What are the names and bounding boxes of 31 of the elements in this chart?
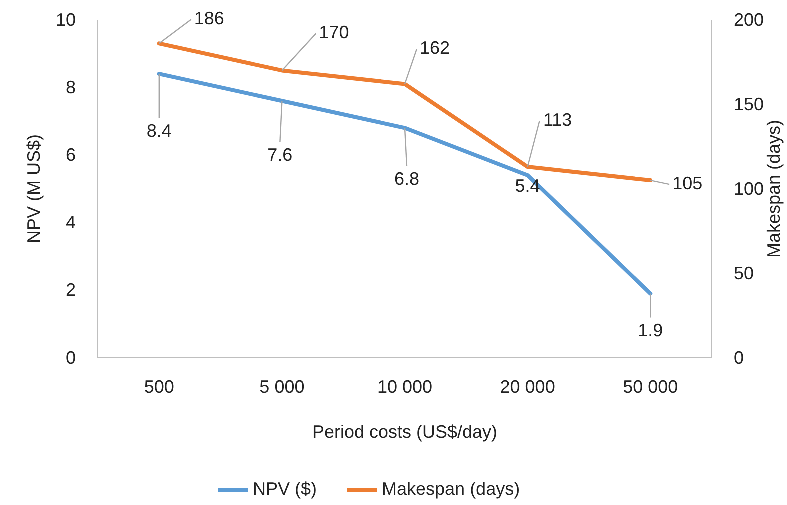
data-label: 1.9 [638,320,664,341]
y2-tick-label: 0 [734,348,744,368]
y-tick-label: 2 [66,280,76,300]
y2-tick-label: 150 [734,94,764,114]
legend-label: Makespan (days) [382,478,520,499]
x-axis-title: Period costs (US$/day) [312,422,498,442]
y2-tick-label: 50 [734,263,754,284]
data-label: 105 [672,173,703,194]
x-tick-label: 500 [144,376,174,397]
legend-label: NPV ($) [253,478,318,499]
y2-tick-label: 200 [734,10,764,30]
data-label: 7.6 [268,144,293,165]
data-label: 6.8 [394,168,420,189]
data-label: 113 [543,110,572,130]
y2-tick-label: 100 [734,178,764,199]
x-tick-label: 20 000 [500,376,556,397]
y-tick-label: 8 [66,77,76,98]
data-label: 162 [420,38,450,58]
data-label: 170 [319,22,350,42]
y-tick-label: 10 [56,10,76,30]
data-label: 8.4 [146,120,172,141]
x-tick-label: 5 000 [260,376,305,397]
data-label: 186 [194,8,224,28]
y2-axis-title: Makespan (days) [764,120,784,258]
y-tick-label: 4 [66,212,76,233]
y-tick-label: 6 [66,144,76,165]
y-axis-title: NPV (M US$) [24,134,44,244]
data-label: 5.4 [515,176,540,196]
x-tick-label: 50 000 [623,376,678,397]
x-tick-label: 10 000 [377,376,433,397]
y-tick-label: 0 [66,348,76,368]
